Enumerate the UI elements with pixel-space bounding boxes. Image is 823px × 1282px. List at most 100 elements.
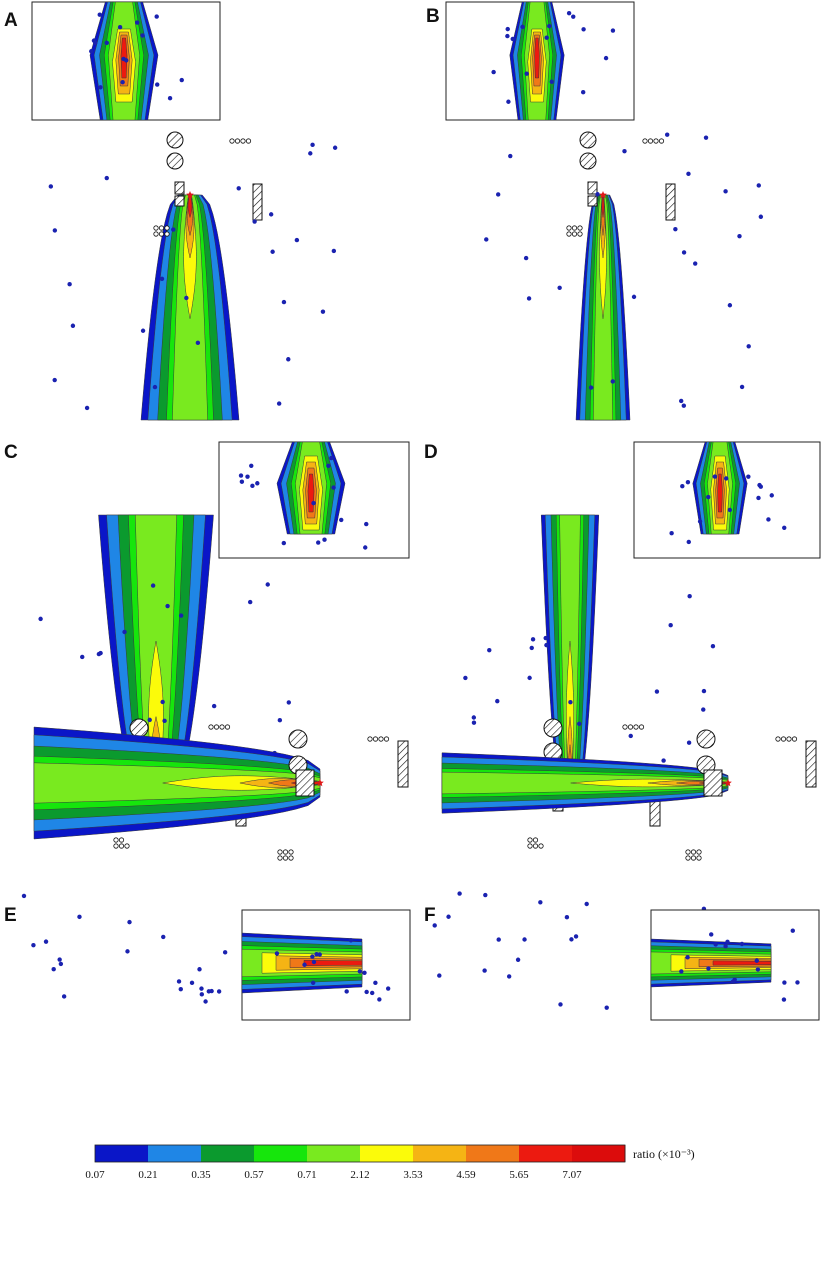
panel-d-sampling-point-9 xyxy=(530,637,536,642)
panel-c-sampling-point-20 xyxy=(265,582,270,587)
panel-f-vent-row-2 xyxy=(786,736,792,742)
panel-f-inset-sampling-point-8 xyxy=(795,980,800,985)
panel-b-inset-sampling-point-9 xyxy=(581,27,586,32)
panel-b-inset-sampling-point-1 xyxy=(505,33,510,39)
panel-d-sampling-point-0 xyxy=(577,721,582,726)
panel-d-sampling-point-1 xyxy=(661,758,666,763)
panel-b-vent-row-2 xyxy=(653,138,659,144)
panel-d-vent-row-2 xyxy=(633,724,639,730)
panel-e-inset-sampling-point-0 xyxy=(310,980,316,985)
panel-b-source-star xyxy=(599,191,607,199)
panel-e-sampling-point-6 xyxy=(125,949,130,954)
panel-c-sampling-point-16 xyxy=(247,599,253,605)
panel-e-vent-cluster-b-0 xyxy=(277,855,283,861)
panel-f-sampling-point-23 xyxy=(604,1005,609,1010)
panel-e-vent-row-3 xyxy=(383,736,390,742)
panel-a-inset-sampling-point-4 xyxy=(104,40,109,46)
panel-d-vent-row-0 xyxy=(622,724,628,730)
panel-f-sampling-point-21 xyxy=(515,957,521,962)
panel-f-building-tall xyxy=(805,740,817,788)
panel-b-sampling-point-5 xyxy=(739,384,745,390)
colorbar-tick-label: 3.53 xyxy=(403,1169,423,1181)
panel-a-contour-8 xyxy=(187,194,193,219)
panel-d-sampling-point-5 xyxy=(487,647,492,653)
panel-a-sampling-point-2 xyxy=(159,276,165,282)
panel-e-sampling-point-17 xyxy=(189,980,195,986)
panel-f-vent-cluster-b-0 xyxy=(685,855,691,861)
panel-a-vent-cluster-b-2 xyxy=(164,231,170,237)
panel-a-sampling-point-0 xyxy=(310,142,315,148)
panel-b-sampling-point-4 xyxy=(508,153,513,159)
panel-f-inset-sampling-point-11 xyxy=(679,969,684,974)
panel-b-sampling-point-12 xyxy=(746,344,751,349)
panel-c-inset-contour-8 xyxy=(307,473,315,513)
panel-f-inset-sampling-point-3 xyxy=(685,955,690,960)
panel-b-sampling-point-23 xyxy=(681,250,687,255)
panel-a-vent-cluster-b-0 xyxy=(153,231,159,237)
panel-f-sampling-point-25 xyxy=(584,901,589,907)
panel-c-inset-sampling-point-14 xyxy=(250,483,255,489)
panel-a-sampling-point-6 xyxy=(195,340,201,346)
panel-d-vent-cluster-b-1 xyxy=(532,843,539,849)
panel-d-sampling-point-19 xyxy=(654,689,660,694)
panel-e-sampling-point-1 xyxy=(58,961,64,967)
panel-c-inset-sampling-point-8 xyxy=(339,517,344,523)
panel-e-vent-cluster-a-0 xyxy=(277,849,283,855)
panel-e-inset-sampling-point-6 xyxy=(302,962,307,967)
panel-f-source-star xyxy=(724,779,732,787)
colorbar-segment-9 xyxy=(572,1145,626,1162)
panel-f-inset-sampling-point-2 xyxy=(725,939,730,945)
colorbar-title: ratio (×10⁻³) xyxy=(633,1147,695,1161)
panel-b-inset-sampling-point-13 xyxy=(524,71,529,76)
panel-e-sampling-point-20 xyxy=(199,992,205,997)
panel-e-letter: E xyxy=(4,905,17,926)
panel-d-vent-cluster-a-0 xyxy=(527,837,533,843)
panel-d-inset-sampling-point-9 xyxy=(685,479,691,485)
panel-a-sampling-point-15 xyxy=(152,384,158,390)
panel-b-sampling-point-20 xyxy=(631,294,637,300)
panel-d-inset-contour-8 xyxy=(717,473,723,513)
panel-d-tank-1 xyxy=(543,718,563,738)
panel-f-sampling-point-13 xyxy=(482,968,487,973)
panel-b-inset-sampling-point-15 xyxy=(580,90,586,95)
panel-d-inset-sampling-point-12 xyxy=(769,493,774,498)
panel-b-sampling-point-15 xyxy=(737,233,742,239)
panel-c-vent-cluster-b-1 xyxy=(118,843,125,849)
panel-b-building-small-1 xyxy=(587,181,598,195)
panel-c-inset-sampling-point-3 xyxy=(239,479,245,484)
panel-e-sampling-point-21 xyxy=(197,967,202,972)
panel-c-sampling-point-17 xyxy=(122,629,127,635)
panel-a-vent-cluster-a-2 xyxy=(164,225,170,231)
colorbar-segment-6 xyxy=(413,1145,467,1162)
colorbar-tick-label: 0.57 xyxy=(244,1169,264,1181)
panel-b-sampling-point-3 xyxy=(557,285,562,291)
panel-d-sampling-point-14 xyxy=(568,700,573,705)
panel-b-sampling-point-10 xyxy=(523,255,529,261)
panel-b-inset-sampling-point-4 xyxy=(610,28,616,33)
panel-e-inset-sampling-point-10 xyxy=(377,997,382,1002)
panel-e-sampling-point-13 xyxy=(51,967,56,972)
panel-e-vent-cluster-a-1 xyxy=(282,849,289,855)
colorbar-segment-8 xyxy=(519,1145,573,1162)
colorbar-segment-4 xyxy=(307,1145,361,1162)
panel-e-sampling-point-2 xyxy=(199,986,204,991)
panel-a-vent-cluster-a-0 xyxy=(153,225,159,231)
panel-c-sampling-point-13 xyxy=(277,718,283,723)
panel-e-inset-sampling-point-7 xyxy=(310,954,315,959)
panel-d-inset-sampling-point-2 xyxy=(680,484,685,489)
colorbar-tick-label: 4.59 xyxy=(456,1169,476,1181)
panel-b-inset-sampling-point-0 xyxy=(547,23,552,29)
panel-f-vent-row-0 xyxy=(775,736,781,742)
panel-b-inset-sampling-point-14 xyxy=(506,99,511,104)
panel-b-building-tall xyxy=(665,183,676,221)
panel-e-inset-sampling-point-8 xyxy=(373,980,378,986)
panel-b-sampling-point-17 xyxy=(678,398,684,404)
panel-a-building-tall xyxy=(252,183,263,221)
colorbar-segment-5 xyxy=(360,1145,414,1162)
panel-f-inset-sampling-point-5 xyxy=(782,980,787,985)
panel-a-sampling-point-10 xyxy=(308,151,313,156)
panel-f-inset-sampling-point-15 xyxy=(790,928,795,933)
panel-f-inset-sampling-point-1 xyxy=(739,941,745,947)
panel-f-sampling-point-0 xyxy=(573,934,579,939)
panel-d-inset-sampling-point-15 xyxy=(706,494,711,500)
